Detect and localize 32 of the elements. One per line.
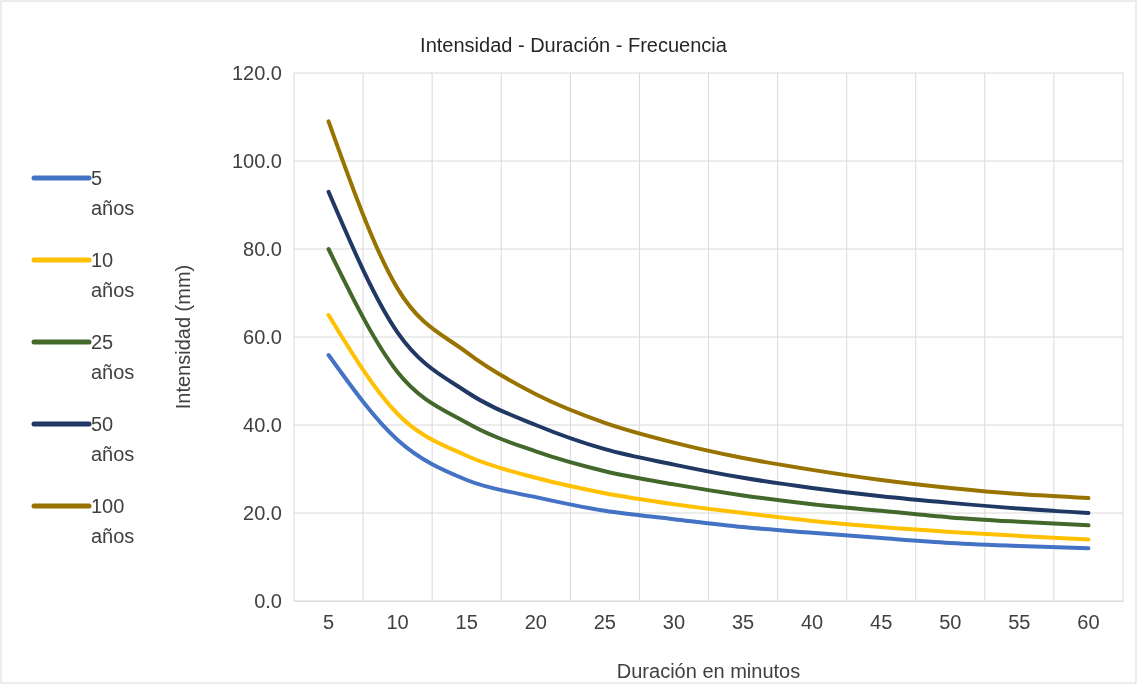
- y-tick-label: 100.0: [231, 149, 282, 172]
- x-tick-label: 30: [662, 611, 686, 634]
- line-series: [326, 353, 1091, 551]
- x-tick-label: 45: [870, 611, 893, 634]
- x-tick-label: 25: [593, 611, 616, 634]
- x-tick-label: 10: [386, 611, 409, 634]
- x-axis-title: Duración en minutos: [616, 660, 801, 682]
- y-axis-title: Intensidad (mm): [172, 264, 194, 410]
- x-tick-label: 55: [1008, 611, 1031, 634]
- x-tick-label: 5: [322, 611, 335, 634]
- chart-title: Intensidad - Duración - Frecuencia: [420, 34, 728, 56]
- line-series: [326, 119, 1091, 501]
- y-tick-label: 60.0: [243, 325, 282, 348]
- y-tick-label: 40.0: [243, 413, 282, 436]
- legend-label: 5 años: [91, 167, 135, 219]
- legend-label: 25 años: [91, 331, 135, 383]
- y-tick-label: 20.0: [243, 501, 282, 524]
- line-series: [326, 189, 1091, 515]
- x-tick-label: 35: [731, 611, 755, 634]
- line-series: [326, 313, 1091, 542]
- x-tick-label: 50: [939, 611, 962, 634]
- y-tick-label: 0.0: [254, 589, 282, 612]
- y-tick-label: 120.0: [231, 61, 282, 84]
- x-tick-label: 60: [1077, 611, 1100, 634]
- line-series: [326, 247, 1091, 528]
- x-tick-label: 15: [455, 611, 478, 634]
- x-tick-label: 20: [524, 611, 547, 634]
- legend-label: 10 años: [91, 249, 135, 301]
- legend-label: 50 años: [91, 413, 135, 465]
- legend-label: 100 años: [91, 495, 135, 547]
- x-tick-label: 40: [801, 611, 824, 634]
- y-tick-label: 80.0: [243, 237, 282, 260]
